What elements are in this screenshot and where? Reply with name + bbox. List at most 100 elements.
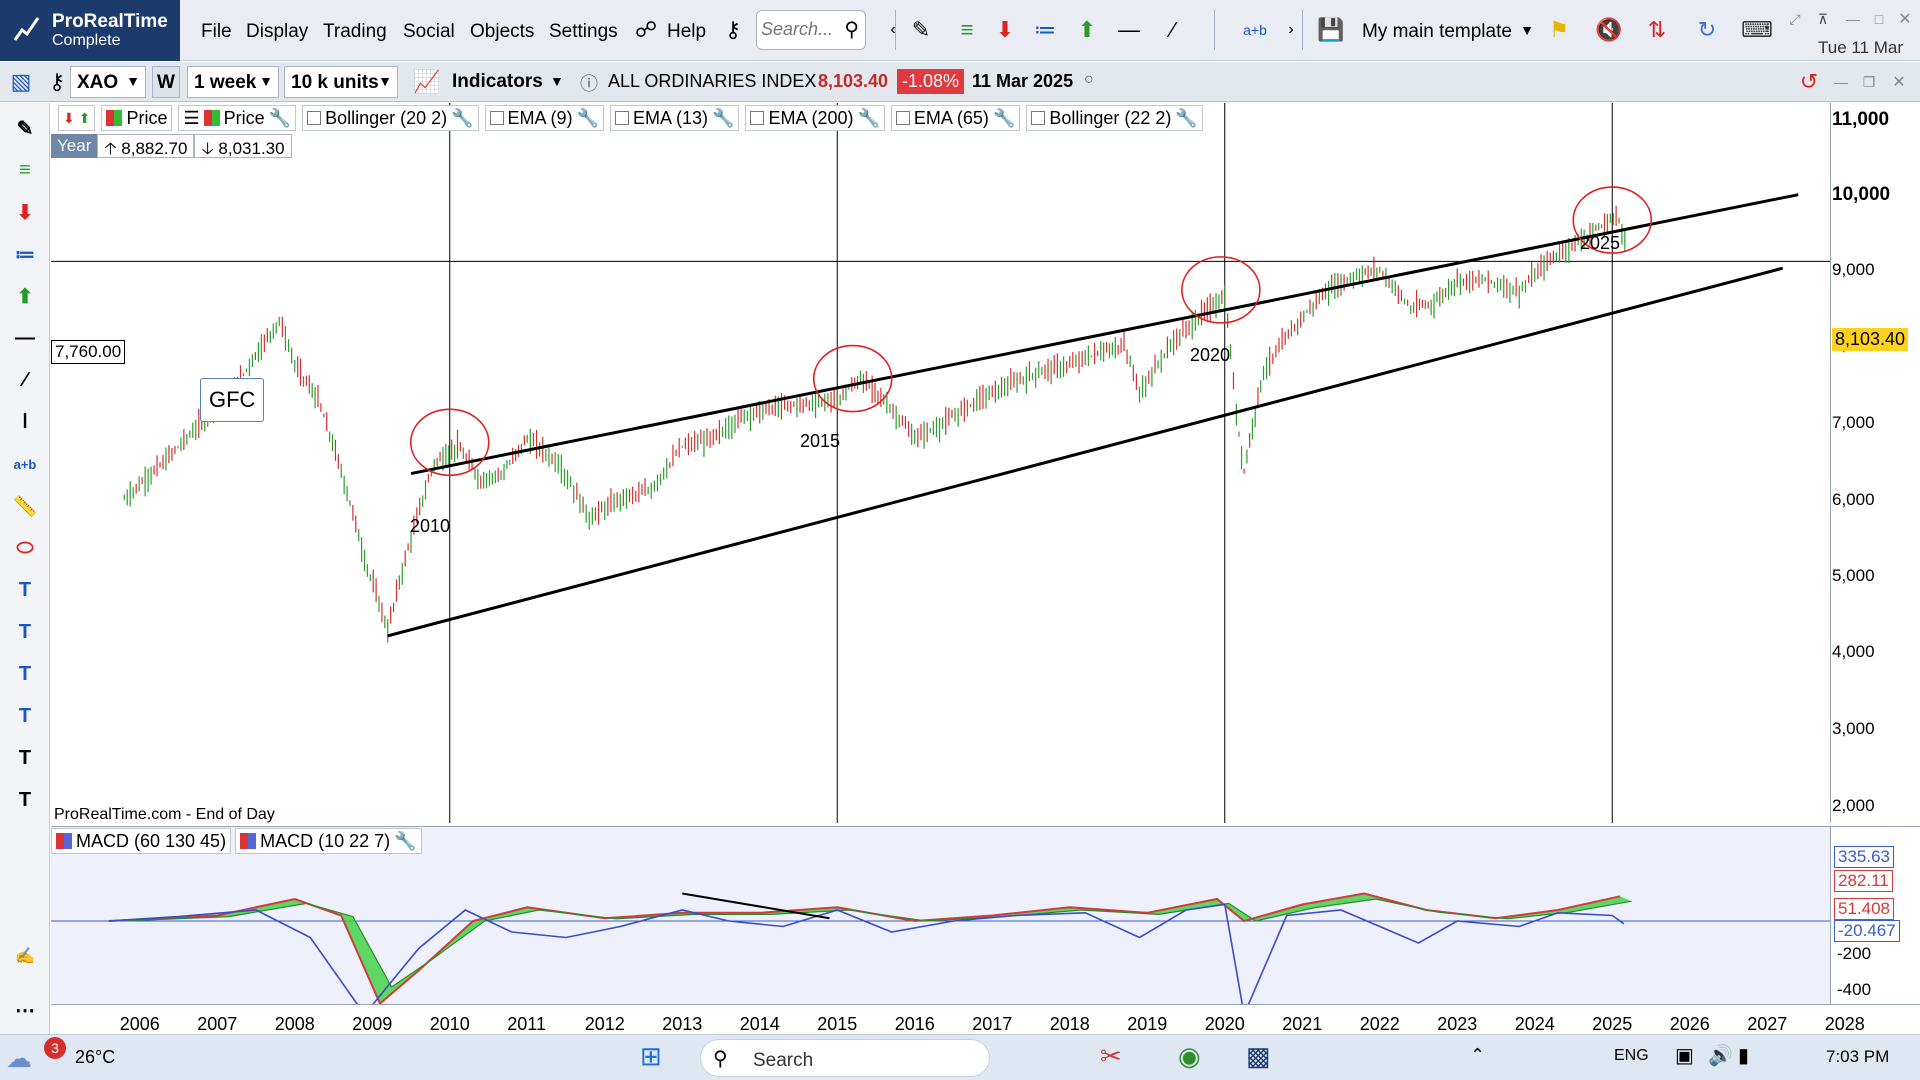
price-chart-panel[interactable] [51, 103, 1830, 823]
wrench-icon[interactable]: 🔧 [576, 107, 599, 128]
search-input[interactable] [761, 19, 839, 40]
trendline-icon[interactable]: ∕ [23, 368, 27, 391]
prorealtime-taskbar-icon[interactable]: ▩ [1246, 1041, 1271, 1071]
menu-display[interactable]: Display [246, 21, 309, 42]
macd-chart-svg[interactable] [51, 827, 1830, 1005]
annotation-2010[interactable]: 2010 [410, 516, 451, 536]
snipping-tool-icon[interactable]: ✂ [1100, 1041, 1122, 1071]
weather-icon[interactable]: ☁ [6, 1043, 32, 1073]
units-selector[interactable]: 10 k units ▼ [284, 66, 398, 98]
indicator-bollinger-22[interactable]: Bollinger (22 2) 🔧 [1026, 105, 1203, 131]
weather-temp[interactable]: 26°C [75, 1047, 116, 1067]
vertical-line-icon[interactable]: ǀ [22, 410, 28, 433]
fib-fan-icon[interactable]: ≔ [15, 243, 35, 266]
chrome-icon[interactable]: ◉ [1178, 1041, 1201, 1071]
info-icon[interactable]: ⓘ [580, 74, 598, 94]
fibonacci-icon[interactable]: ≡ [960, 17, 974, 42]
down-arrow-icon[interactable]: ⬇ [995, 17, 1015, 42]
volume-icon[interactable]: 🔊 [1708, 1045, 1733, 1067]
alerts-icon[interactable]: ⇅ [1647, 17, 1667, 42]
visibility-checkbox[interactable] [614, 111, 629, 125]
formula-icon[interactable]: a+b [13, 456, 37, 472]
macd-legend-fast[interactable]: MACD (10 22 7) 🔧 [235, 828, 422, 854]
ruler-icon[interactable]: 📏 [12, 495, 38, 518]
macd-panel[interactable] [51, 826, 1830, 1005]
refresh-icon[interactable]: ↺ [1799, 69, 1819, 94]
download-icon[interactable]: ⬇ [63, 109, 75, 126]
app-logo[interactable]: ProRealTime Complete [0, 0, 180, 61]
panel-restore-icon[interactable]: ❐ [1862, 73, 1876, 90]
visibility-checkbox[interactable] [489, 111, 504, 125]
horizontal-line-icon[interactable]: — [15, 326, 35, 349]
keyboard-icon[interactable]: ⌨ [1741, 17, 1773, 42]
price-chart-svg[interactable] [51, 103, 1830, 823]
candlestick-icon[interactable]: ▧ [10, 69, 32, 94]
network-icon[interactable]: ▣ [1675, 1045, 1694, 1067]
indicator-bollinger-20[interactable]: Bollinger (20 2) 🔧 [302, 105, 479, 131]
up-arrow-icon[interactable]: ⬆ [1077, 17, 1097, 42]
windows-start-icon[interactable]: ⊞ [640, 1041, 662, 1071]
flag-icon[interactable]: ⚑ [1549, 17, 1569, 42]
pencil-icon[interactable]: ✎ [16, 117, 34, 140]
indicator-ema-9[interactable]: EMA (9) 🔧 [484, 105, 604, 131]
period-code-button[interactable]: W [152, 66, 180, 98]
text-label-icon[interactable]: T [18, 704, 32, 727]
wrench-icon[interactable]: 🔧 [992, 107, 1016, 128]
wrench-icon[interactable]: 🔧 [394, 830, 417, 851]
search-icon[interactable]: ⚲ [844, 19, 859, 41]
text-note-icon[interactable]: T [18, 662, 32, 685]
indicators-button[interactable]: Indicators [452, 71, 543, 92]
more-icon[interactable]: ⋯ [15, 999, 35, 1022]
chevron-down-icon[interactable]: ▼ [550, 73, 564, 89]
indicators-icon[interactable]: 📈 [413, 69, 441, 94]
visibility-checkbox[interactable] [750, 111, 765, 125]
gfc-annotation[interactable]: GFC [200, 378, 265, 422]
template-selector[interactable]: My main template [1362, 21, 1512, 42]
taskbar-search[interactable]: ⚲ Search [700, 1039, 990, 1077]
horizontal-line-icon[interactable]: — [1118, 17, 1140, 42]
panel-close-icon[interactable]: ✕ [1892, 74, 1906, 91]
pencil-icon[interactable]: ✎ [911, 17, 931, 42]
price-legend-1[interactable]: ⬇ ⬆ [58, 105, 96, 131]
text-small-icon[interactable]: T [18, 788, 32, 811]
indicator-ema-200[interactable]: EMA (200) 🔧 [745, 105, 885, 131]
chevron-right-icon[interactable]: › [1288, 21, 1294, 38]
upload-icon[interactable]: ⬆ [78, 109, 91, 126]
annotation-2025[interactable]: 2025 [1580, 233, 1621, 253]
notifications-icon[interactable]: ✍ [15, 948, 35, 965]
wrench-icon[interactable]: 🔧 [268, 107, 292, 128]
indicator-ema-65[interactable]: EMA (65) 🔧 [890, 105, 1021, 131]
symbol-selector[interactable]: XAO ▼ [70, 66, 146, 98]
sync-icon[interactable]: ↻ [1697, 17, 1717, 42]
chevron-down-icon[interactable]: ▼ [1520, 22, 1534, 38]
time-axis[interactable] [51, 1004, 1920, 1034]
wrench-icon[interactable]: 🔧 [451, 107, 474, 128]
save-icon[interactable]: 💾 [1317, 17, 1345, 42]
text-icon[interactable]: T [18, 578, 32, 601]
formula-icon[interactable]: a+b [1243, 22, 1267, 38]
fibonacci-icon[interactable]: ≡ [19, 158, 31, 181]
chevron-left-icon[interactable]: ‹ [890, 21, 896, 38]
indicator-ema-13[interactable]: EMA (13) 🔧 [609, 105, 740, 131]
menu-social[interactable]: Social [403, 21, 455, 42]
macd-legend-slow[interactable]: MACD (60 130 45) [51, 828, 232, 854]
price-axis[interactable] [1830, 103, 1920, 823]
price-legend-secondary[interactable]: ☰ Price 🔧 [178, 105, 297, 131]
text-plain-icon[interactable]: T [18, 746, 32, 769]
ellipse-icon[interactable]: ⬭ [16, 536, 34, 559]
wrench-icon[interactable]: 🔧 [712, 107, 735, 128]
list-icon[interactable]: ☰ [183, 107, 200, 128]
trendline-icon[interactable]: ∕ [1171, 17, 1175, 42]
link-icon[interactable]: ⚷ [724, 17, 742, 42]
down-arrow-icon[interactable]: ⬇ [16, 201, 34, 224]
annotation-2015[interactable]: 2015 [800, 431, 841, 451]
period-selector[interactable]: 1 week ▼ [187, 66, 279, 98]
wrench-icon[interactable]: 🔧 [857, 107, 880, 128]
visibility-checkbox[interactable] [895, 111, 910, 125]
pin-icon[interactable]: ⊼ [1817, 10, 1829, 27]
visibility-checkbox[interactable] [1031, 111, 1046, 125]
battery-icon[interactable]: ▮ [1738, 1045, 1750, 1067]
tray-chevron-icon[interactable]: ⌃ [1470, 1045, 1486, 1065]
search-field[interactable]: ⚲ [756, 10, 866, 50]
close-icon[interactable]: ✕ [1898, 11, 1912, 28]
